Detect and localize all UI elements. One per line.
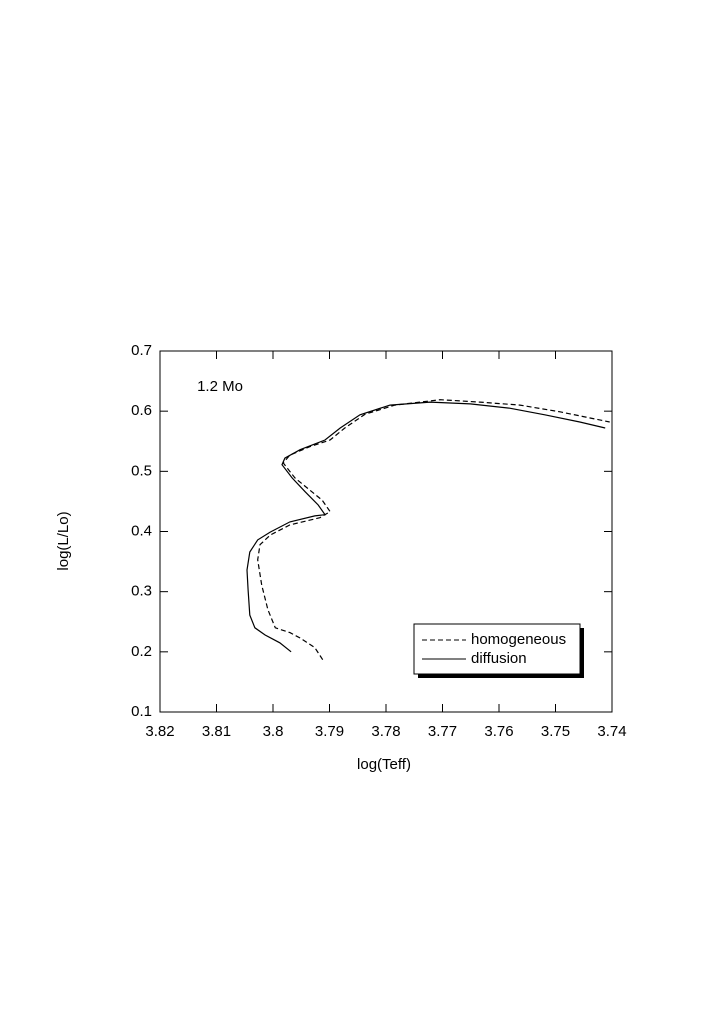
legend-label: homogeneous: [471, 631, 566, 648]
x-tick-label: 3.76: [484, 723, 513, 740]
x-tick-label: 3.74: [597, 723, 626, 740]
x-tick-label: 3.79: [315, 723, 344, 740]
annotation: 1.2 Mo: [197, 378, 243, 395]
y-axis-label: log(L/Lo): [55, 511, 72, 570]
y-tick-label: 0.4: [131, 522, 152, 539]
legend-label: diffusion: [471, 650, 527, 667]
y-tick-label: 0.1: [131, 703, 152, 720]
x-tick-label: 3.8: [263, 723, 284, 740]
x-tick-label: 3.75: [541, 723, 570, 740]
y-tick-label: 0.7: [131, 342, 152, 359]
line: [257, 399, 610, 661]
x-tick-label: 3.78: [371, 723, 400, 740]
x-tick-label: 3.77: [428, 723, 457, 740]
y-tick-label: 0.3: [131, 583, 152, 600]
legend: [413, 623, 581, 675]
x-tick-label: 3.81: [202, 723, 231, 740]
line: [246, 401, 606, 653]
y-tick-label: 0.6: [131, 402, 152, 419]
x-axis-label: log(Teff): [357, 756, 411, 773]
x-tick-label: 3.82: [145, 723, 174, 740]
y-tick-label: 0.2: [131, 643, 152, 660]
y-tick-label: 0.5: [131, 462, 152, 479]
